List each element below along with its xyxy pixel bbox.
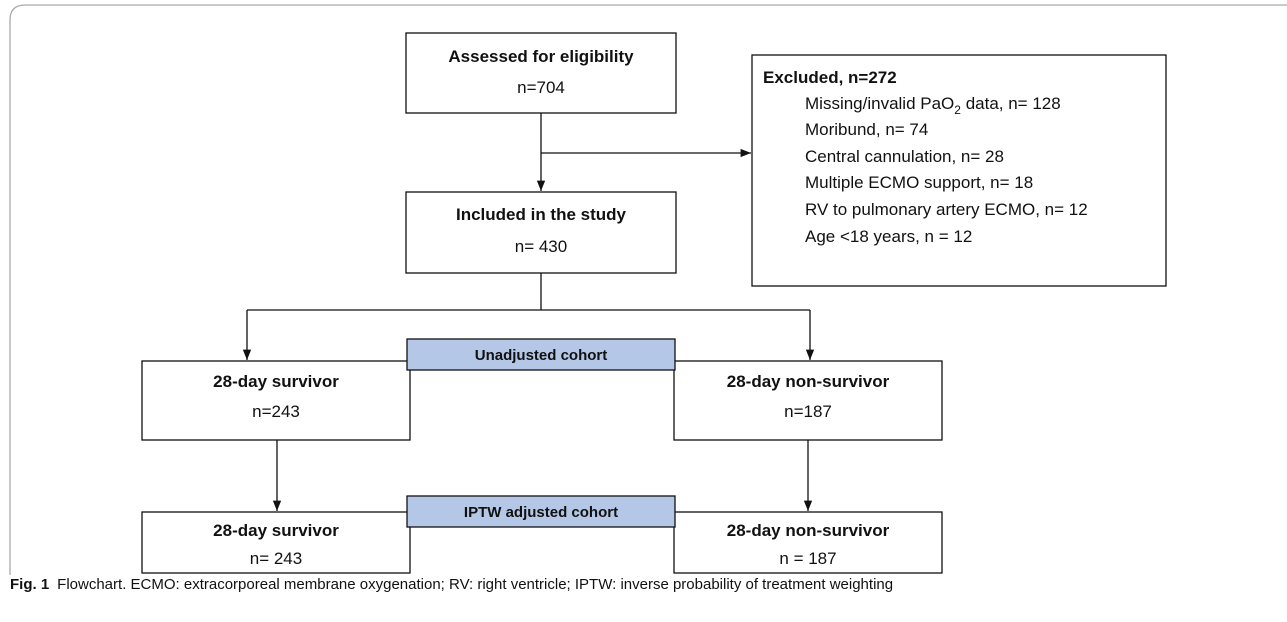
node-title: 28-day survivor	[213, 521, 339, 540]
excluded-title: Excluded, n=272	[763, 68, 897, 87]
excluded-item: RV to pulmonary artery ECMO, n= 12	[805, 200, 1088, 219]
caption: Fig. 1 Flowchart. ECMO: extracorporeal me…	[10, 576, 893, 593]
node-title: Included in the study	[456, 205, 627, 224]
node-box	[141, 511, 411, 574]
figure-border	[9, 4, 1287, 575]
node-box	[673, 511, 943, 574]
node-count: n= 243	[250, 549, 302, 568]
excluded-item: Moribund, n= 74	[805, 120, 928, 139]
connectors	[242, 113, 815, 511]
node-box	[141, 360, 411, 441]
cohort-label	[406, 495, 676, 528]
excluded-item: Missing/invalid PaO2 data, n= 128	[805, 94, 1061, 117]
excluded-item: Central cannulation, n= 28	[805, 147, 1004, 166]
node-title: 28-day non-survivor	[727, 372, 890, 391]
node-title: Assessed for eligibility	[448, 47, 634, 66]
cohort-label	[406, 338, 676, 371]
cohort-label-text: IPTW adjusted cohort	[464, 504, 618, 521]
excluded-item: Age <18 years, n = 12	[805, 227, 972, 246]
node-title: 28-day survivor	[213, 372, 339, 391]
node-box	[405, 191, 677, 274]
node-count: n=243	[252, 402, 300, 421]
node-title: 28-day non-survivor	[727, 521, 890, 540]
excluded-box	[751, 54, 1167, 287]
node-count: n=187	[784, 402, 832, 421]
node-count: n=704	[517, 78, 565, 97]
excluded-item: Multiple ECMO support, n= 18	[805, 173, 1033, 192]
node-box	[405, 32, 677, 114]
node-box	[673, 360, 943, 441]
node-count: n = 187	[779, 549, 836, 568]
cohort-label-text: Unadjusted cohort	[475, 347, 608, 364]
node-count: n= 430	[515, 237, 567, 256]
